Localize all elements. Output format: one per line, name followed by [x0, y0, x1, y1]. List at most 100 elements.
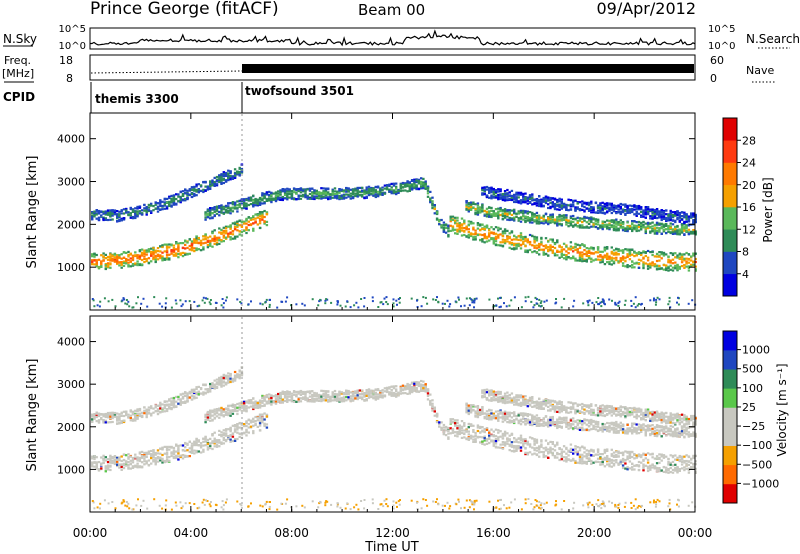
- power-cell: [549, 215, 552, 218]
- power-cell: [458, 230, 461, 233]
- power-cell: [106, 265, 110, 268]
- power-cell: [215, 206, 219, 209]
- velocity-cell: [197, 391, 200, 394]
- power-cell: [642, 267, 645, 270]
- power-cell: [560, 218, 563, 221]
- power-cell: [204, 218, 207, 221]
- power-cell: [163, 207, 166, 210]
- velocity-cell: [172, 446, 176, 449]
- power-cell: [410, 179, 414, 182]
- velocity-cell: [120, 463, 123, 466]
- power-cell: [598, 303, 601, 306]
- power-cell: [476, 224, 480, 227]
- velocity-cell: [175, 456, 178, 460]
- power-cell: [617, 302, 620, 304]
- velocity-cell: [93, 455, 96, 458]
- power-cell: [252, 204, 255, 207]
- power-cell: [633, 205, 636, 208]
- power-cell: [544, 219, 548, 222]
- velocity-cell: [118, 466, 121, 469]
- power-cell: [342, 196, 346, 199]
- power-cell: [671, 269, 675, 272]
- power-cell: [642, 261, 645, 264]
- power-cell: [581, 254, 584, 257]
- velocity-cell: [193, 390, 196, 393]
- power-cell: [526, 216, 529, 219]
- power-cell: [177, 244, 180, 247]
- velocity-cell: [97, 419, 101, 422]
- power-cell: [636, 304, 639, 307]
- power-cell: [218, 239, 221, 242]
- power-cell: [433, 212, 436, 215]
- power-cell: [644, 210, 647, 213]
- power-cell: [649, 266, 652, 269]
- power-cell: [371, 300, 374, 303]
- power-cell: [562, 214, 566, 217]
- power-cell: [172, 199, 176, 202]
- power-cell: [258, 213, 262, 216]
- velocity-cell: [220, 375, 223, 378]
- power-cell: [592, 246, 595, 250]
- power-cell: [633, 208, 636, 211]
- power-cell: [222, 205, 225, 208]
- power-cell: [447, 227, 450, 230]
- velocity-cell: [231, 409, 235, 412]
- power-cell: [485, 215, 489, 218]
- power-cell: [612, 249, 616, 252]
- power-cell: [175, 242, 178, 245]
- velocity-cell: [193, 449, 196, 452]
- power-cell: [658, 212, 661, 215]
- power-cell: [177, 253, 180, 256]
- power-cell: [603, 248, 607, 251]
- velocity-cell: [165, 447, 169, 450]
- power-cell: [619, 260, 622, 263]
- power-cell: [499, 213, 502, 217]
- power-cell: [447, 233, 450, 237]
- power-cell: [145, 253, 148, 256]
- power-cell: [628, 208, 632, 211]
- power-cell: [227, 206, 230, 210]
- velocity-cell: [116, 416, 119, 420]
- power-cell: [510, 247, 514, 250]
- velocity-cell: [220, 406, 223, 409]
- power-cell: [535, 222, 539, 225]
- velocity-cell: [109, 461, 112, 464]
- velocity-cell: [197, 439, 200, 442]
- power-cell: [357, 306, 360, 309]
- power-cell: [599, 224, 602, 227]
- power-cell: [140, 213, 144, 216]
- power-cell: [655, 252, 659, 255]
- power-cell: [669, 268, 672, 271]
- power-cell: [614, 301, 617, 304]
- power-cell: [538, 243, 541, 246]
- power-cell: [479, 206, 482, 209]
- power-cell: [131, 254, 135, 257]
- velocity-cell: [179, 444, 182, 447]
- power-cell: [118, 219, 121, 223]
- power-cell: [619, 249, 622, 252]
- power-cell: [619, 258, 622, 262]
- power-cell: [653, 211, 657, 214]
- velocity-cell: [206, 442, 210, 445]
- power-cell: [209, 299, 212, 301]
- power-cell: [231, 201, 235, 204]
- velocity-cell: [199, 444, 203, 447]
- power-cell: [297, 188, 300, 191]
- power-cell: [286, 195, 289, 198]
- power-cell: [565, 245, 568, 248]
- power-cell: [692, 215, 695, 218]
- power-colorbar-swatch: [723, 118, 737, 141]
- power-cell: [574, 248, 577, 251]
- power-cell: [501, 230, 505, 233]
- power-cell: [145, 208, 148, 211]
- power-cell: [549, 246, 552, 249]
- velocity-cell: [184, 401, 187, 404]
- power-cell: [243, 207, 246, 210]
- power-cell: [361, 193, 364, 196]
- power-cell: [601, 208, 604, 211]
- power-cell: [574, 206, 577, 209]
- power-cell: [694, 214, 697, 217]
- power-cell: [367, 194, 371, 197]
- power-cell: [125, 251, 128, 254]
- power-cell: [420, 305, 423, 308]
